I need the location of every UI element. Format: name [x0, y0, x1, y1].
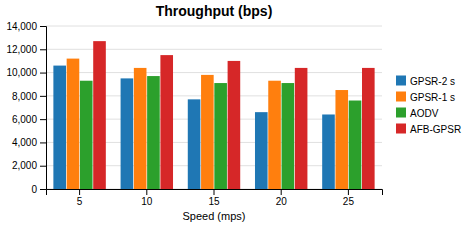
bar [255, 112, 268, 189]
legend-item: GPSR-1 s [396, 92, 455, 103]
legend: GPSR-2 s GPSR-1 s AODV AFB-GPSR [396, 76, 461, 135]
bar [335, 90, 348, 189]
x-tick-mark [348, 189, 349, 195]
y-tick: 0 [31, 184, 46, 195]
y-tick: 6,000 [12, 114, 46, 125]
x-tick: 10 [141, 189, 153, 207]
bar [80, 81, 93, 189]
bar [214, 83, 227, 189]
x-tick-mark [214, 189, 215, 195]
y-tick-mark [40, 189, 46, 190]
legend-label: GPSR-2 s [410, 76, 455, 87]
y-tick-label: 2,000 [12, 160, 37, 171]
y-tick-mark [40, 142, 46, 143]
y-tick: 8,000 [12, 91, 46, 102]
x-axis-line [47, 190, 383, 196]
x-tick-mark [281, 189, 282, 195]
x-tick-mark [79, 189, 80, 195]
legend-label: AFB-GPSR [410, 124, 461, 135]
bar [160, 55, 173, 189]
x-axis-title: Speed (mps) [183, 210, 246, 222]
plot: 5 10 15 20 25 0 2,000 4,000 6,000 8,000 10,000 12,0… [6, 21, 382, 207]
bar [147, 76, 160, 189]
legend-item: AODV [396, 108, 439, 119]
y-tick-mark [40, 166, 46, 167]
y-tick-mark [40, 119, 46, 120]
bar [201, 75, 214, 189]
bar [188, 99, 201, 189]
y-tick-label: 8,000 [12, 91, 37, 102]
y-tick-label: 10,000 [6, 67, 37, 78]
y-tick-mark [40, 73, 46, 74]
y-tick-label: 14,000 [6, 21, 37, 32]
y-tick: 4,000 [12, 137, 46, 148]
y-tick-label: 0 [31, 184, 37, 195]
bars [53, 41, 374, 189]
y-tick-label: 4,000 [12, 137, 37, 148]
legend-swatch [396, 108, 406, 118]
x-tick-label: 20 [276, 196, 288, 207]
legend-swatch [396, 92, 406, 102]
bar [362, 68, 375, 189]
bar [134, 68, 147, 189]
y-tick-label: 6,000 [12, 114, 37, 125]
bar [121, 78, 134, 189]
chart: 5 10 15 20 25 0 2,000 4,000 6,000 8,000 10,000 12,0… [0, 0, 474, 225]
grid [46, 26, 382, 189]
y-axis: 0 2,000 4,000 6,000 8,000 10,000 12,000 14,000 [6, 21, 46, 195]
y-tick: 14,000 [6, 21, 46, 32]
x-axis: 5 10 15 20 25 [47, 189, 383, 207]
y-tick-label: 12,000 [6, 44, 37, 55]
y-tick: 10,000 [6, 67, 46, 78]
bar [282, 83, 295, 189]
x-tick: 20 [276, 189, 288, 207]
bar-series [93, 41, 374, 189]
title: Throughput (bps) [156, 3, 273, 19]
legend-swatch [396, 124, 406, 134]
bar [268, 81, 281, 189]
y-tick-mark [40, 96, 46, 97]
x-tick-label: 5 [77, 196, 83, 207]
legend-item: GPSR-2 s [396, 76, 455, 87]
legend-label: GPSR-1 s [410, 92, 455, 103]
bar-series [67, 59, 348, 189]
y-tick-mark [40, 26, 46, 27]
x-tick: 5 [77, 189, 83, 207]
bar [295, 68, 308, 189]
bar [93, 41, 106, 189]
x-tick: 15 [208, 189, 220, 207]
x-tick-label: 15 [208, 196, 220, 207]
y-tick-mark [40, 49, 46, 50]
bar [349, 101, 362, 189]
x-tick-label: 25 [343, 196, 355, 207]
bar [53, 66, 66, 189]
legend-swatch [396, 76, 406, 86]
bar [67, 59, 80, 189]
y-tick: 12,000 [6, 44, 46, 55]
x-tick: 25 [343, 189, 355, 207]
x-tick-mark [146, 189, 147, 195]
bar-series [80, 76, 361, 189]
x-tick-label: 10 [141, 196, 153, 207]
legend-item: AFB-GPSR [396, 124, 461, 135]
bar [322, 114, 335, 189]
y-axis-line [40, 27, 47, 190]
legend-label: AODV [410, 108, 439, 119]
y-tick: 2,000 [12, 160, 46, 171]
grid-line [46, 26, 382, 27]
bar [228, 61, 241, 189]
